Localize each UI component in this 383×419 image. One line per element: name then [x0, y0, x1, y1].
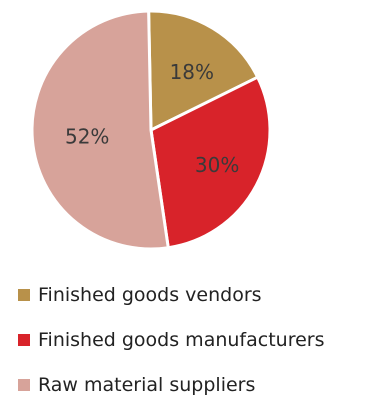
pie-label-raw-material-suppliers: 52%: [65, 125, 109, 149]
legend-item-finished-goods-manufacturers: Finished goods manufacturers: [18, 329, 378, 351]
legend-item-finished-goods-vendors: Finished goods vendors: [18, 284, 378, 306]
pie-slice-finished-goods-vendors: [147, 9, 260, 132]
legend: Finished goods vendors Finished goods ma…: [18, 284, 378, 419]
legend-label-finished-goods-vendors: Finished goods vendors: [38, 284, 262, 306]
pie-slices: [30, 9, 272, 251]
pie-slice-raw-material-suppliers: [30, 9, 170, 251]
pie-label-finished-goods-manufacturers: 30%: [195, 153, 239, 177]
legend-label-finished-goods-manufacturers: Finished goods manufacturers: [38, 329, 325, 351]
pie-chart: 18% 30% 52%: [30, 9, 272, 251]
pie-labels: 18% 30% 52%: [65, 60, 239, 177]
legend-swatch-finished-goods-vendors: [18, 289, 30, 301]
pie-label-finished-goods-vendors: 18%: [170, 60, 214, 84]
legend-swatch-raw-material-suppliers: [18, 379, 30, 391]
pie-slice-finished-goods-manufacturers: [149, 75, 272, 250]
legend-item-raw-material-suppliers: Raw material suppliers: [18, 374, 378, 396]
legend-label-raw-material-suppliers: Raw material suppliers: [38, 374, 256, 396]
legend-swatch-finished-goods-manufacturers: [18, 334, 30, 346]
